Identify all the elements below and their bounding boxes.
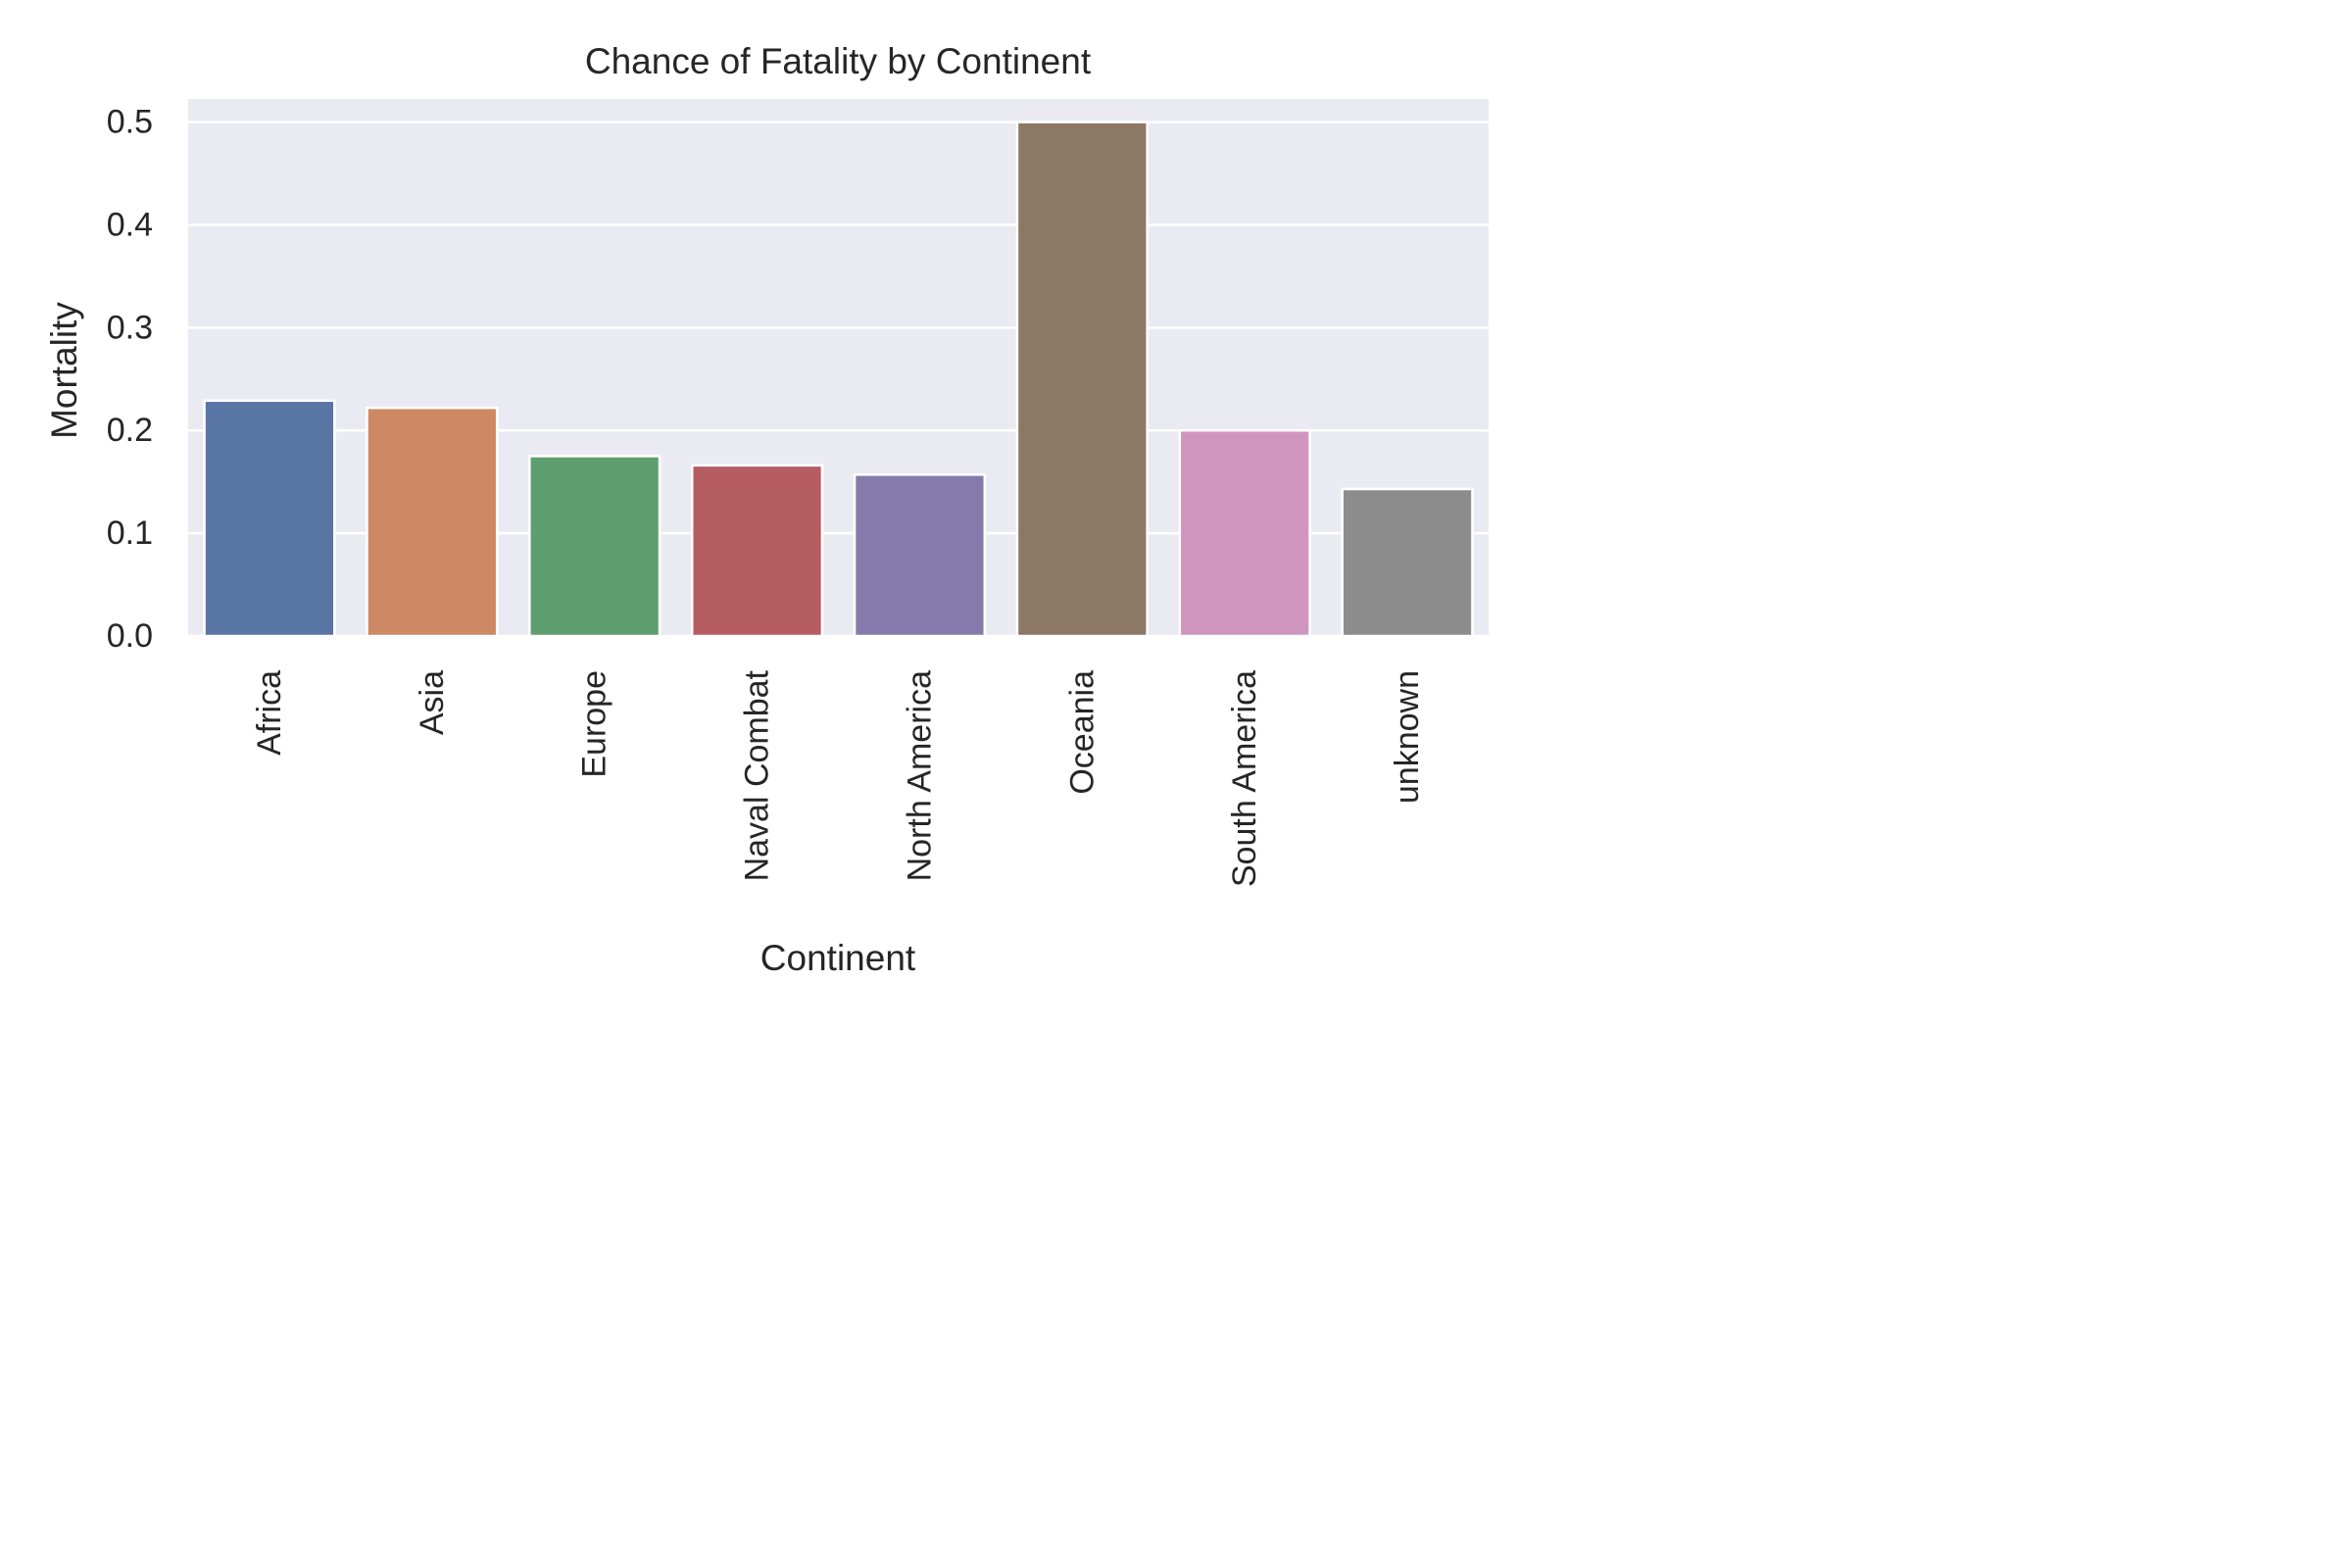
x-tick-label: unknown	[1389, 670, 1426, 804]
x-tick-labels: Africa Asia Europe Naval Combat North Americ…	[251, 669, 1426, 887]
y-tick-labels: 0.0 0.1 0.2 0.3 0.4 0.5	[107, 104, 153, 655]
x-tick-label: Oceania	[1063, 670, 1101, 795]
bar-chart: 0.0 0.1 0.2 0.3 0.4 0.5 Africa Asia Europe Naval…	[44, 41, 1489, 978]
y-tick-label: 0.1	[107, 514, 153, 552]
x-tick-label: Asia	[414, 670, 451, 735]
y-tick-label: 0.0	[107, 617, 153, 655]
x-tick-label: Naval Combat	[739, 669, 776, 881]
x-tick-label: South America	[1226, 670, 1263, 887]
y-axis-label: Mortality	[44, 302, 84, 439]
bar-unknown	[1341, 487, 1474, 638]
bar-naval-combat	[690, 464, 824, 638]
bar-africa	[203, 399, 336, 638]
y-tick-label: 0.5	[107, 104, 153, 141]
chart-title: Chance of Fatality by Continent	[585, 41, 1092, 81]
y-tick-label: 0.3	[107, 309, 153, 346]
bars	[203, 121, 1474, 638]
y-tick-label: 0.2	[107, 412, 153, 449]
x-axis-label: Continent	[760, 938, 916, 978]
x-tick-label: Africa	[251, 670, 288, 756]
bar-oceania	[1015, 121, 1149, 638]
x-tick-label: Europe	[576, 670, 613, 778]
bar-asia	[366, 406, 499, 638]
bar-europe	[528, 455, 662, 638]
bar-north-america	[853, 473, 987, 638]
bar-south-america	[1178, 428, 1311, 638]
x-tick-label: North America	[901, 670, 938, 881]
y-tick-label: 0.4	[107, 206, 153, 243]
